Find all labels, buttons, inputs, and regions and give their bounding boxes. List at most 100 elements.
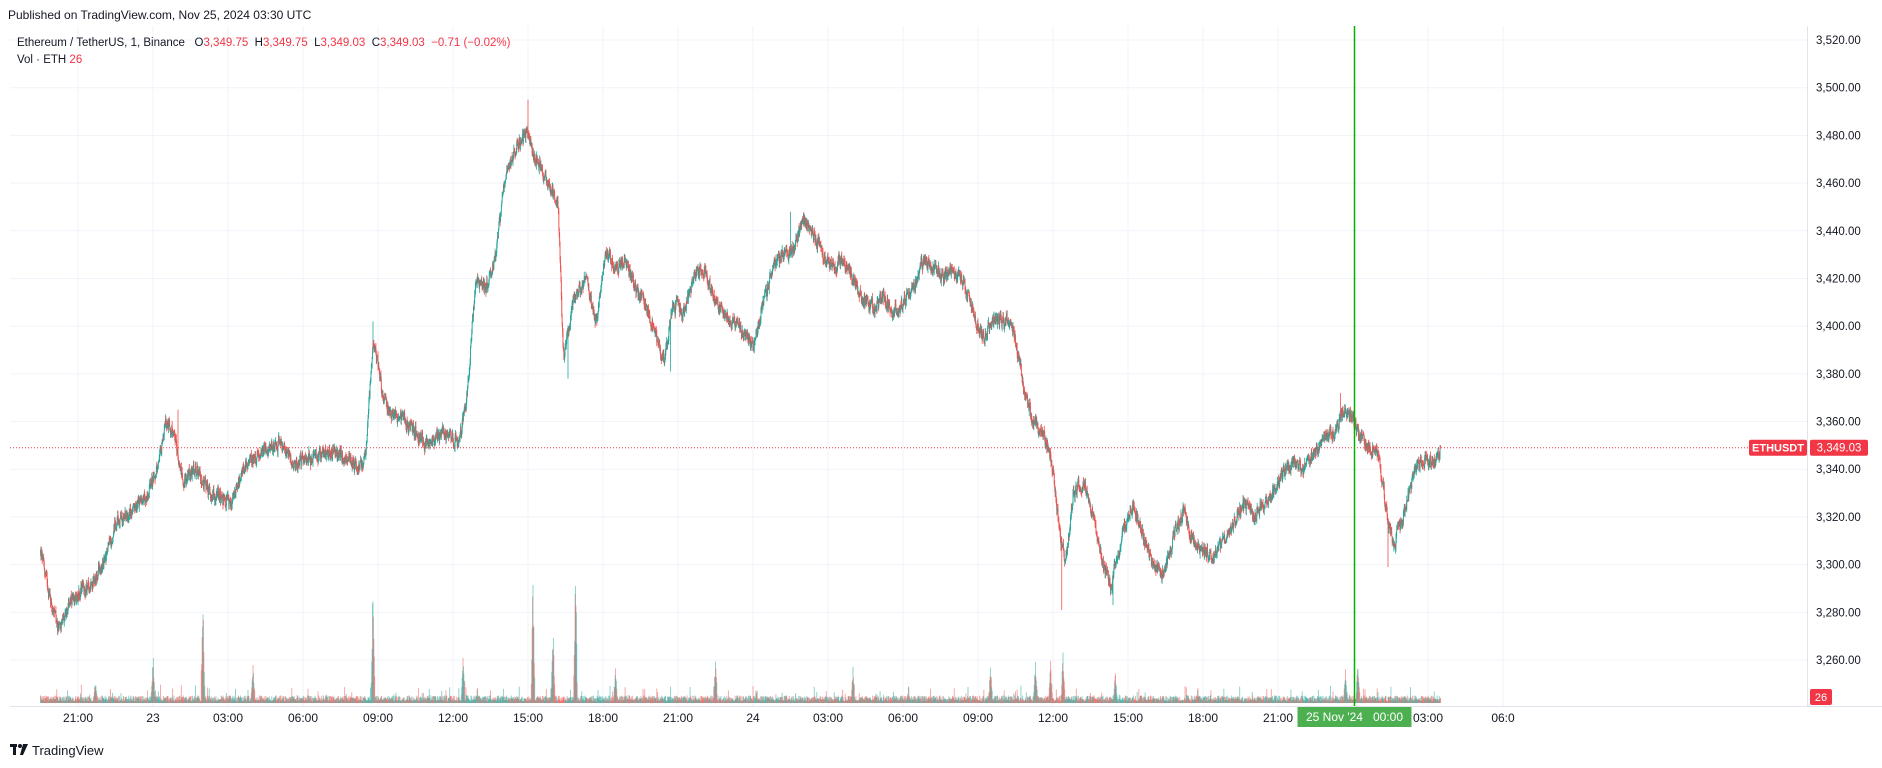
candle-body [260,455,261,458]
candle-body [298,461,299,465]
candle-body [338,452,339,458]
candle-body [83,583,84,588]
candle-body [254,457,256,460]
change-value: −0.71 (−0.02%) [431,37,511,49]
volume-bar [739,698,741,703]
candle-body [191,469,193,477]
candle-body [317,458,319,463]
volume-bar [185,696,186,703]
candle-body [161,442,163,454]
candle-body [368,401,370,411]
volume-bar [1290,689,1292,703]
candle-body [146,492,148,502]
candle-body [172,429,173,435]
candle-body [283,443,285,445]
volume-bar [717,699,719,703]
volume-bar [972,695,974,703]
candle-body [307,457,308,460]
volume-bar [241,697,243,703]
candle-body [242,468,243,474]
candle-body [204,477,206,479]
candle-body [180,467,181,471]
candle-body [109,539,111,541]
volume-bar [716,694,718,703]
candle-body [320,457,322,460]
volume-bar [624,687,626,703]
candle-body [354,461,356,464]
volume-bar [763,699,765,703]
candle-body [150,482,152,487]
candle-body [89,589,91,592]
candle-body [232,496,234,498]
candle-body [43,562,45,569]
volume-bar [182,695,184,703]
candle-body [183,484,185,488]
volume-bar [681,697,683,703]
candle-body [246,466,248,468]
volume-bar [786,695,788,703]
volume-bar [392,696,394,703]
volume-bar [327,695,329,703]
candle-body [283,443,285,449]
candle-body [47,583,48,591]
candle-body [220,492,221,502]
volume-bar [212,697,214,703]
volume-bar [977,699,979,703]
candle-body [216,493,218,496]
symbol-title[interactable]: Ethereum / TetherUS, 1, Binance [17,37,185,49]
candle-body [292,461,294,465]
candle-body [182,479,184,485]
candle-body [323,448,324,454]
candle-body [207,483,208,491]
volume-bar [417,699,419,703]
candle-body [255,459,257,463]
candle-body [356,467,358,470]
volume-bar [752,686,754,703]
candle-body [179,466,181,468]
candle-body [200,474,202,479]
volume-bar [399,697,401,703]
volume-bar [1408,697,1410,703]
volume-bar [1000,698,1001,703]
candle-body [275,442,277,446]
candle-body [141,499,143,503]
candle-body [305,458,307,462]
candle-body [100,569,102,574]
candle-body [340,449,342,451]
candle-body [271,443,273,451]
volume-bar [890,696,891,703]
candle-body [82,584,83,586]
candle-body [136,504,138,509]
candle-body [58,624,60,630]
volume-bar [157,691,159,703]
volume-bar [521,696,523,703]
candle-body [263,447,265,453]
volume-bar [145,697,147,703]
volume-row[interactable]: Vol · ETH 26 [17,52,510,69]
candle-body [146,499,148,502]
candle-body [138,498,139,502]
volume-bar [592,695,594,703]
candle-body [303,457,305,459]
candle-body [305,456,307,462]
volume-bar [504,696,506,703]
volume-bar [331,697,333,703]
candle-body [171,425,173,430]
candle-body [189,475,191,480]
candle-body [128,518,129,521]
ohlc-row[interactable]: Ethereum / TetherUS, 1, Binance O3,349.7… [17,35,510,52]
candle-body [165,421,167,428]
candle-body [82,583,84,586]
candle-body [130,508,131,515]
candle-body [215,496,217,497]
low-value: 3,349.03 [320,37,366,49]
candle-body [243,468,245,471]
candle-body [233,494,235,497]
candle-body [213,496,215,498]
candle-body [360,460,361,462]
candle-body [240,479,241,482]
close-value: 3,349.03 [380,37,425,49]
candle-body [285,453,287,456]
candle-body [333,447,335,453]
